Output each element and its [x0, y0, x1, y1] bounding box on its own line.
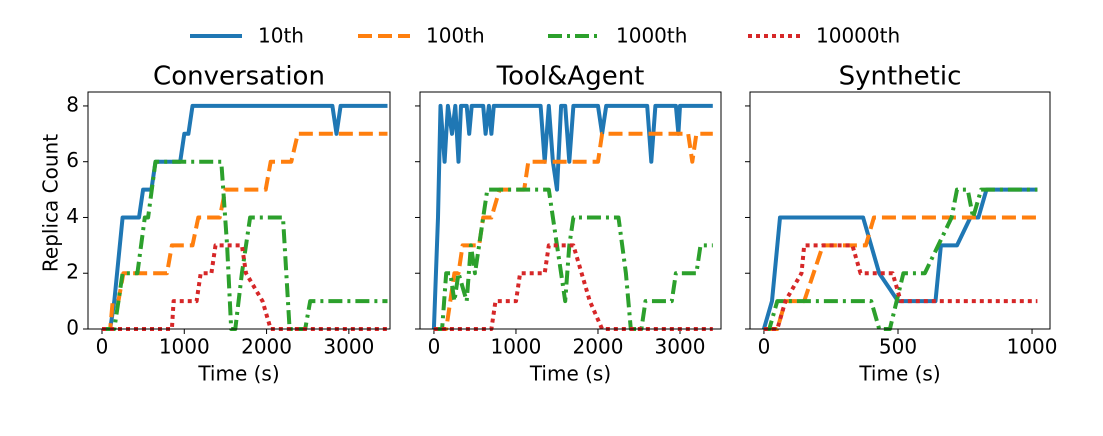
- y-tick-label: 2: [66, 260, 79, 284]
- series-line: [433, 243, 713, 331]
- y-tick-label: 6: [66, 148, 79, 172]
- y-tick-label: 4: [66, 204, 79, 228]
- x-tick-label: 500: [879, 335, 917, 359]
- x-tick-label: 1000: [491, 335, 542, 359]
- series-line: [763, 243, 1038, 331]
- series-line: [433, 187, 713, 331]
- legend-label: 1000th: [616, 24, 687, 48]
- subplot-title: Tool&Agent: [496, 62, 645, 92]
- series-line: [102, 103, 388, 331]
- series-line: [431, 103, 713, 330]
- legend-label: 10000th: [816, 24, 900, 48]
- series-line: [763, 187, 1038, 331]
- series-line: [102, 243, 388, 331]
- axes-frame: [419, 91, 722, 330]
- subplot-title: Synthetic: [839, 62, 962, 92]
- x-axis-label: Time (s): [197, 362, 279, 386]
- x-axis-label: Time (s): [858, 362, 940, 386]
- x-tick-label: 1000: [159, 335, 210, 359]
- series-line: [102, 159, 388, 331]
- x-tick-label: 3000: [655, 335, 706, 359]
- y-tick-label: 0: [66, 316, 79, 340]
- x-tick-label: 0: [96, 335, 109, 359]
- series-line: [761, 187, 1038, 330]
- y-axis-label: Replica Count: [39, 134, 63, 272]
- axes-frame: [749, 91, 1051, 330]
- legend-label: 100th: [426, 24, 485, 48]
- subplot-title: Conversation: [153, 62, 325, 92]
- series-line: [763, 215, 1038, 331]
- series-line: [433, 131, 713, 331]
- x-tick-label: 0: [428, 335, 441, 359]
- y-tick-label: 8: [66, 92, 79, 116]
- series-line: [102, 131, 388, 331]
- axes-frame: [87, 91, 391, 330]
- x-axis-label: Time (s): [529, 362, 611, 386]
- x-tick-label: 0: [758, 335, 771, 359]
- x-tick-label: 1000: [1007, 335, 1058, 359]
- x-tick-label: 3000: [323, 335, 374, 359]
- x-tick-label: 2000: [573, 335, 624, 359]
- legend-label: 10th: [258, 24, 304, 48]
- x-tick-label: 2000: [241, 335, 292, 359]
